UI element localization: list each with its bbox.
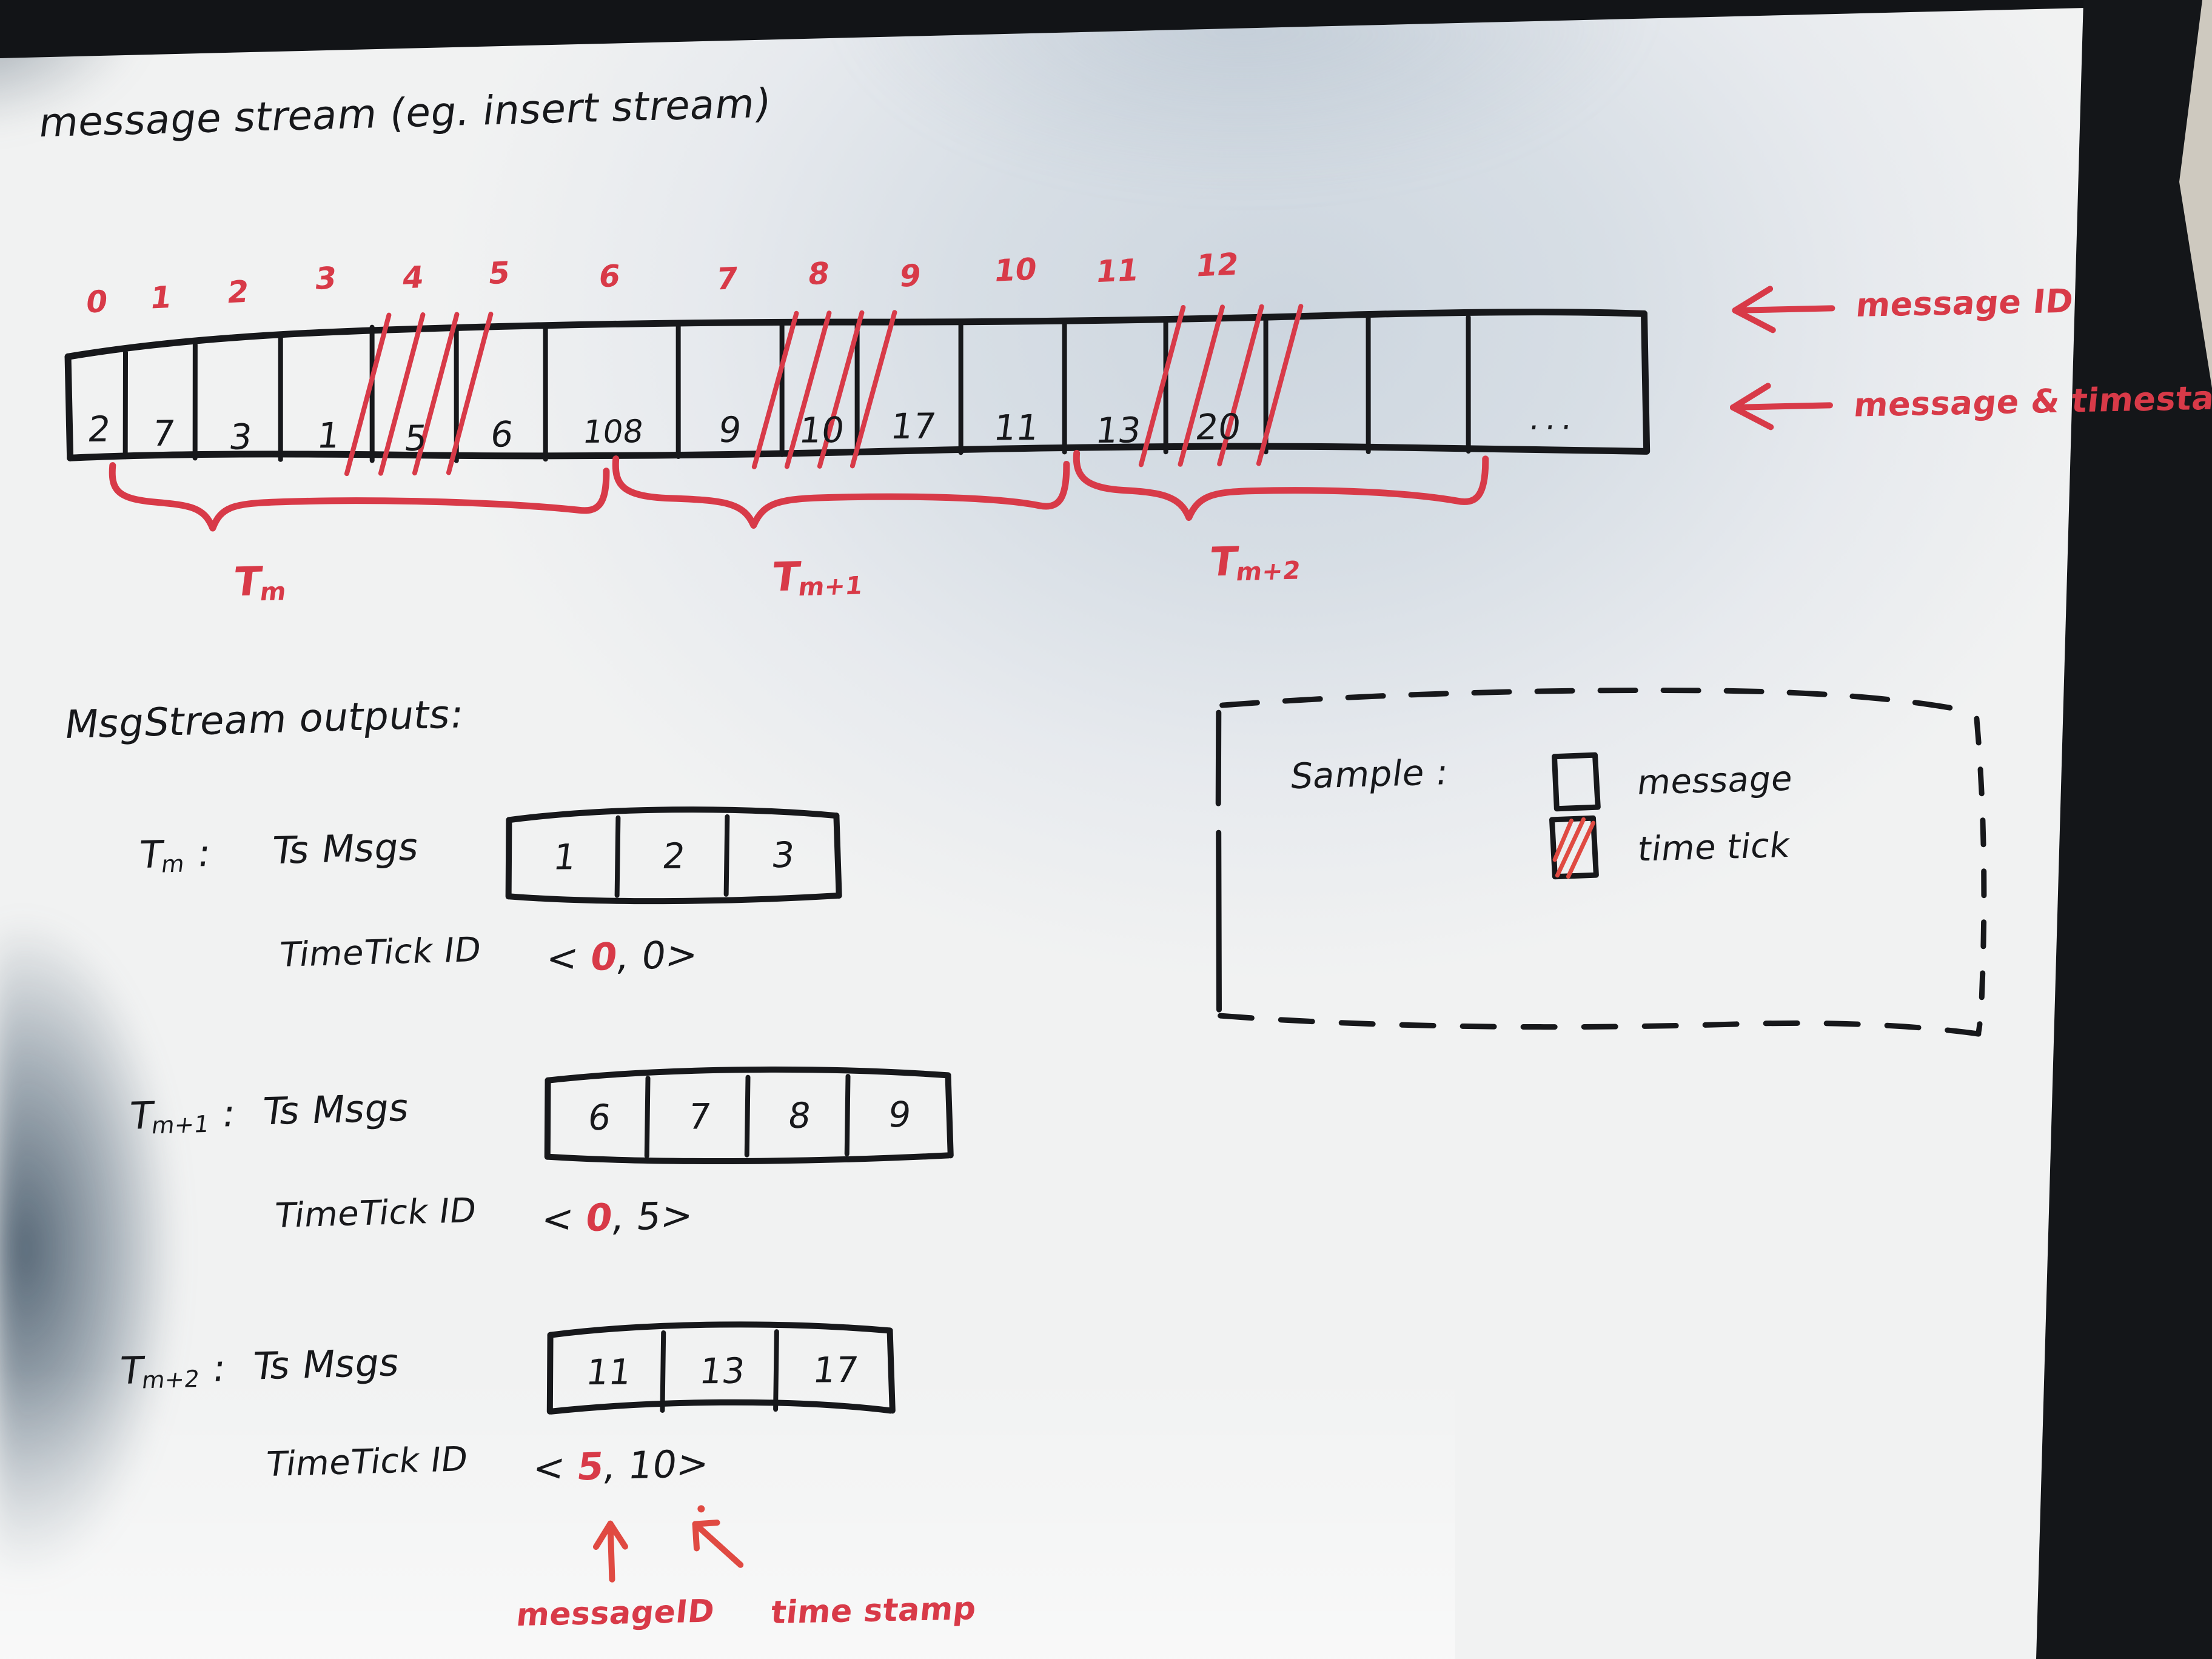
timetick-hatch [850,310,897,469]
period-braces [109,449,1489,532]
stream-cell-divider [278,333,283,462]
timetick-hatch [1138,304,1186,468]
legend-label-message: message [1635,759,1795,803]
timetick-hatch [378,312,426,476]
stream-cell-divider [369,324,375,463]
timetick-hatch [446,311,494,475]
stream-cell-divider [1062,319,1067,455]
stream-annotation-arrows [1729,286,1835,431]
timetick-hatch [751,310,799,469]
stream-cell-divider [779,323,785,457]
output-msgs-box [505,806,842,905]
legend-swatch-message [1552,752,1601,812]
stream-cell-divider [854,322,860,457]
timetick-hatch [344,312,392,477]
timetick-hatch [412,312,460,476]
stream-box-drawing [64,304,1651,477]
tick-callout-arrows [592,1505,744,1583]
stream-cell-divider [1163,317,1168,455]
stream-cell-divider [122,350,128,460]
timetick-hatch [1178,304,1225,467]
timetick-hatch [784,310,832,469]
legend-swatches [1549,752,1601,880]
stream-cell-divider [675,323,681,460]
stream-cell-divider [543,324,548,462]
stream-cell-divider [1366,315,1371,455]
legend-dashed-border [1215,687,1987,1037]
output-msgs-box [544,1066,954,1165]
outputs-rows: Tm : Ts Msgs 1 2 3 TimeTick ID < 0, 0> Tm+1 : Ts… [0,7,2090,1490]
legend-label-timetick: time tick [1635,825,1793,870]
stream-cell-divider [1466,315,1471,454]
stream-cell-divider [958,321,964,455]
timetick-hatch [1217,304,1264,467]
output-msgs-box [546,1321,896,1415]
timetick-hatch [817,310,865,469]
timetick-hatch [1256,304,1304,466]
stream-cell-divider [192,342,198,461]
